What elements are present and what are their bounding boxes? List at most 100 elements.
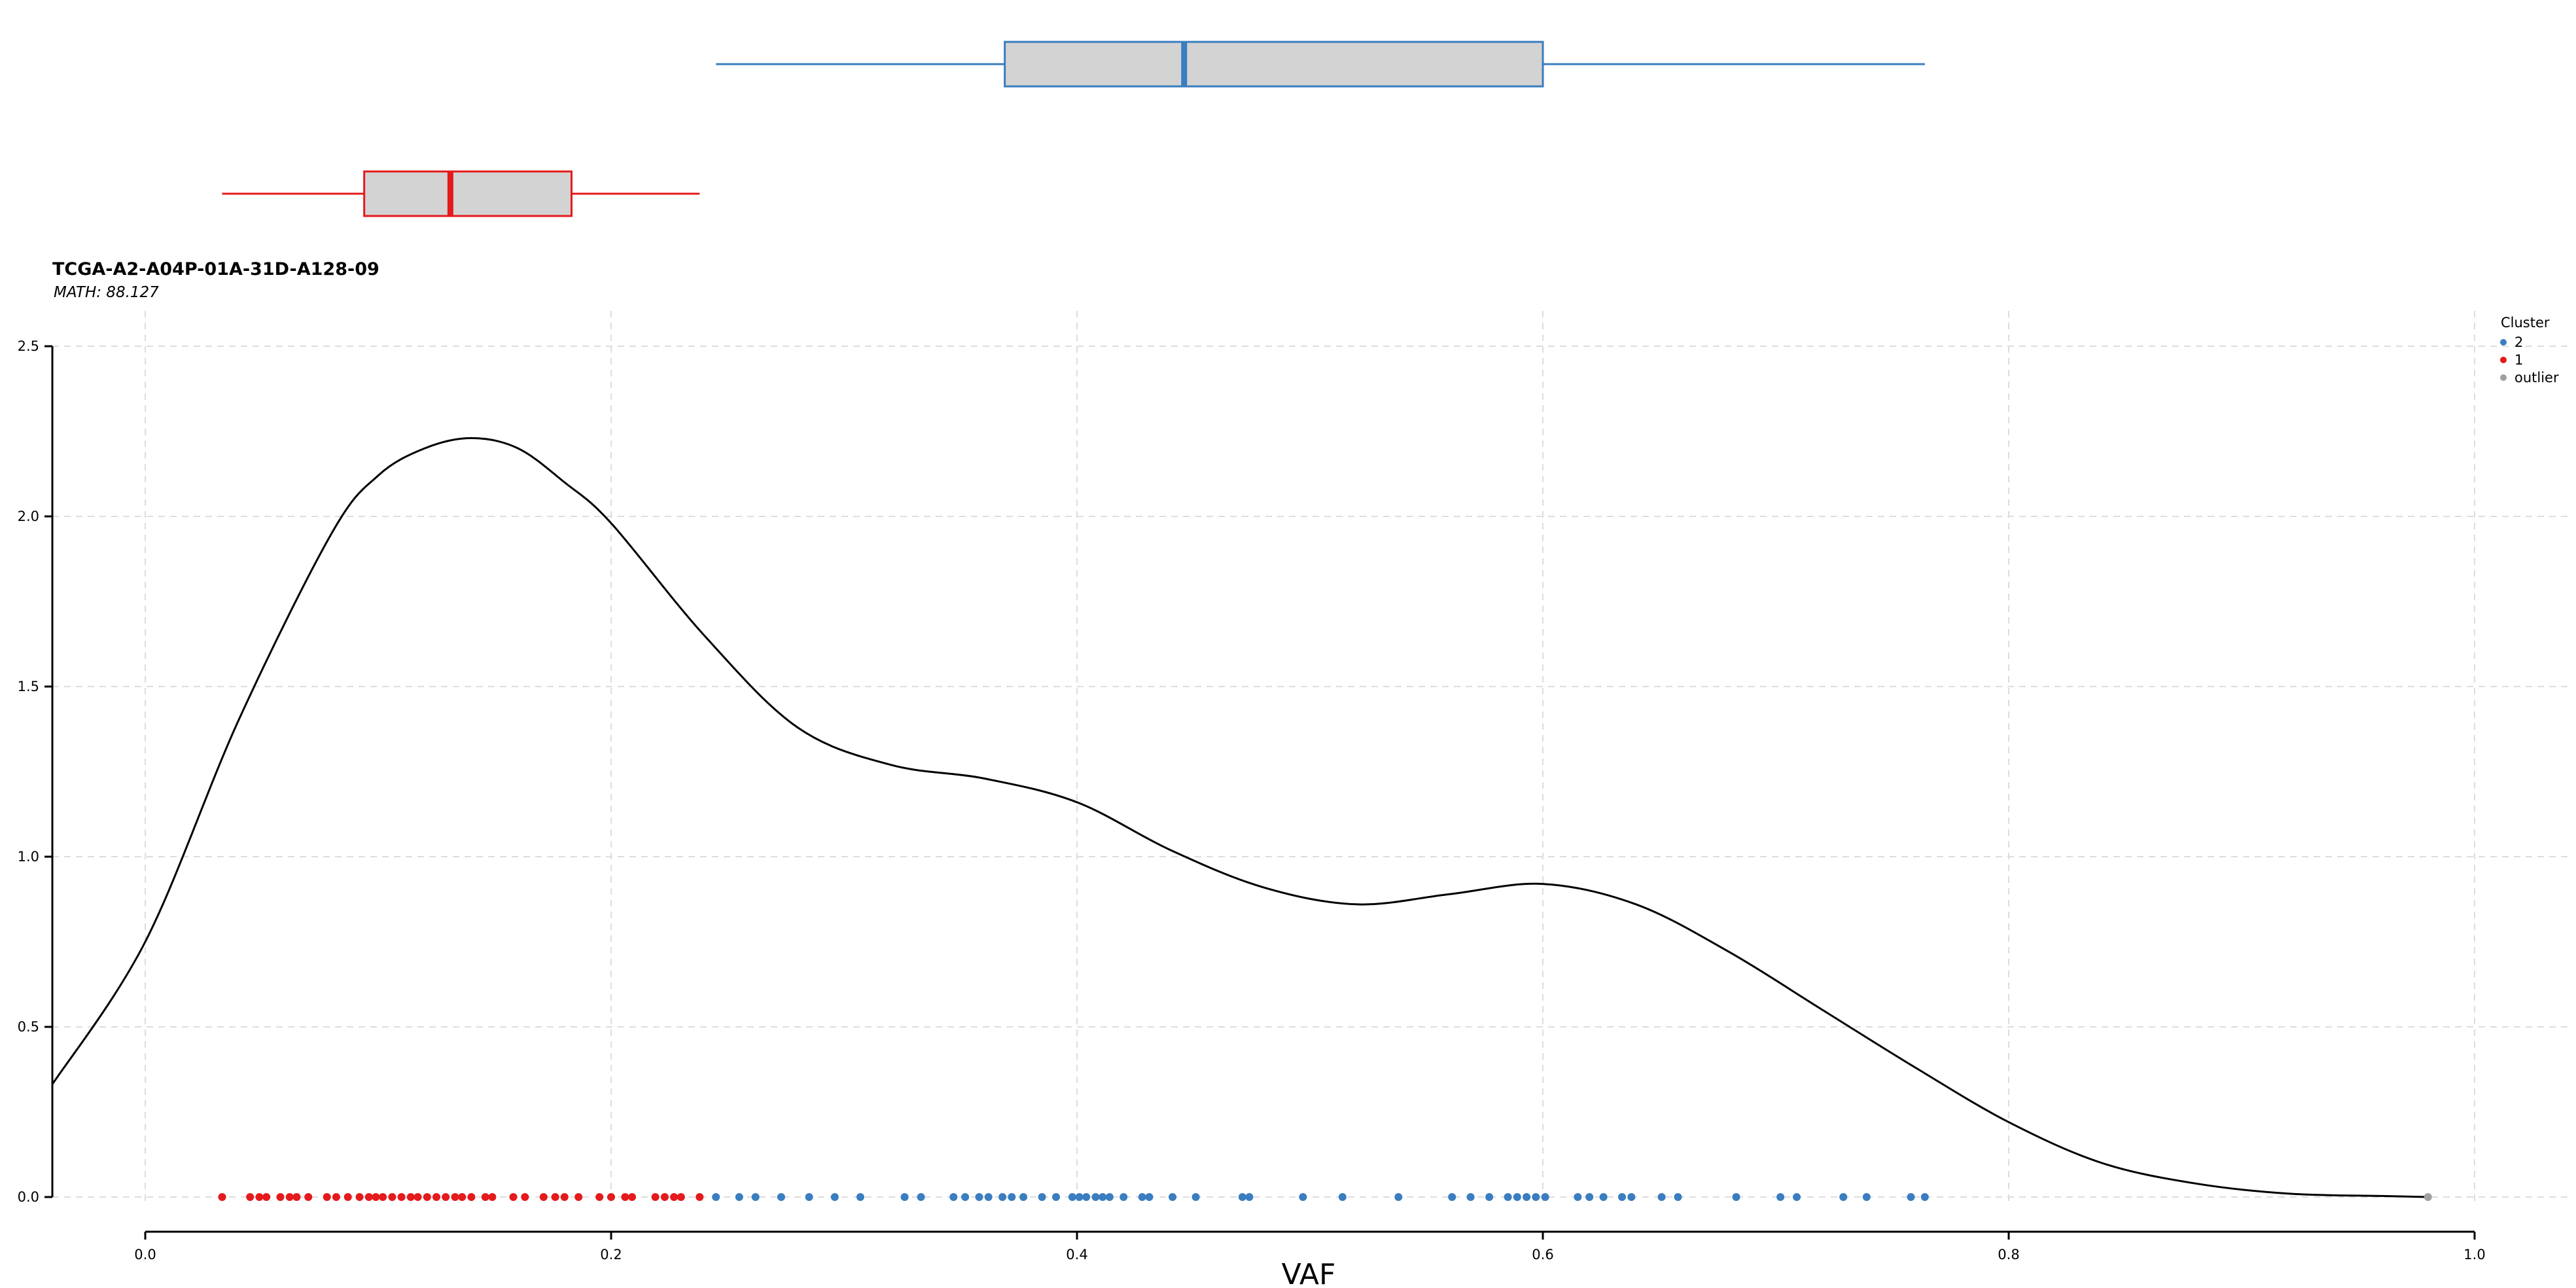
vaf-point-cluster-1 bbox=[255, 1193, 264, 1201]
vaf-point-cluster-2 bbox=[961, 1193, 970, 1201]
vaf-point-cluster-2 bbox=[1523, 1193, 1531, 1201]
vaf-point-cluster-2 bbox=[998, 1193, 1007, 1201]
vaf-point-cluster-2 bbox=[1191, 1193, 1200, 1201]
vaf-point-cluster-2 bbox=[1599, 1193, 1608, 1201]
boxplot-cluster-2 bbox=[716, 41, 1925, 88]
vaf-point-cluster-1 bbox=[372, 1193, 380, 1201]
vaf-point-cluster-1 bbox=[574, 1193, 583, 1201]
vaf-point-cluster-2 bbox=[751, 1193, 760, 1201]
vaf-point-cluster-1 bbox=[458, 1193, 467, 1201]
vaf-point-cluster-2 bbox=[1394, 1193, 1403, 1201]
vaf-point-cluster-1 bbox=[332, 1193, 340, 1201]
vaf-point-cluster-1 bbox=[595, 1193, 604, 1201]
vaf-point-cluster-2 bbox=[984, 1193, 993, 1201]
boxplot-box bbox=[363, 170, 573, 217]
legend-marker bbox=[2500, 357, 2507, 363]
x-tick-label: 0.6 bbox=[1532, 1247, 1553, 1262]
vaf-point-cluster-2 bbox=[856, 1193, 864, 1201]
vaf-point-cluster-2 bbox=[777, 1193, 785, 1201]
vaf-point-cluster-2 bbox=[1504, 1193, 1512, 1201]
vaf-point-cluster-1 bbox=[551, 1193, 559, 1201]
y-tick-label: 0.0 bbox=[18, 1189, 39, 1205]
vaf-point-cluster-2 bbox=[1839, 1193, 1848, 1201]
vaf-point-cluster-1 bbox=[218, 1193, 226, 1201]
vaf-point-cluster-2 bbox=[1793, 1193, 1801, 1201]
vaf-point-cluster-1 bbox=[670, 1193, 679, 1201]
vaf-point-cluster-2 bbox=[975, 1193, 983, 1201]
vaf-point-cluster-2 bbox=[712, 1193, 720, 1201]
vaf-point-cluster-1 bbox=[406, 1193, 415, 1201]
x-tick-label: 0.0 bbox=[134, 1247, 156, 1262]
vaf-point-cluster-1 bbox=[292, 1193, 301, 1201]
chart-subtitle: MATH: 88.127 bbox=[54, 284, 159, 301]
vaf-point-cluster-1 bbox=[560, 1193, 569, 1201]
vaf-point-cluster-2 bbox=[1485, 1193, 1494, 1201]
vaf-point-cluster-1 bbox=[621, 1193, 629, 1201]
vaf-point-cluster-1 bbox=[262, 1193, 271, 1201]
vaf-point-cluster-2 bbox=[1776, 1193, 1785, 1201]
vaf-point-cluster-1 bbox=[285, 1193, 294, 1201]
vaf-point-cluster-2 bbox=[1038, 1193, 1046, 1201]
vaf-point-cluster-1 bbox=[246, 1193, 255, 1201]
legend-entries: 2 1 outlier bbox=[2500, 334, 2559, 385]
vaf-point-cluster-outlier bbox=[2424, 1193, 2432, 1201]
vaf-point-cluster-1 bbox=[379, 1193, 387, 1201]
vaf-point-cluster-1 bbox=[451, 1193, 459, 1201]
vaf-point-cluster-2 bbox=[1585, 1193, 1594, 1201]
vaf-point-cluster-1 bbox=[509, 1193, 518, 1201]
vaf-point-cluster-1 bbox=[539, 1193, 548, 1201]
vaf-point-cluster-2 bbox=[1907, 1193, 1915, 1201]
vaf-point-cluster-2 bbox=[1920, 1193, 1929, 1201]
x-axis-label: VAF bbox=[1282, 1258, 1336, 1288]
grid-lines bbox=[52, 311, 2568, 1204]
vaf-point-cluster-1 bbox=[488, 1193, 497, 1201]
axes: 0.0 0.5 1.0 1.5 2.0 2.5 0.0 0.2 0.4 0.6 0.8 1.0 bbox=[18, 338, 2486, 1262]
vaf-point-cluster-2 bbox=[1627, 1193, 1636, 1201]
vaf-point-cluster-2 bbox=[1138, 1193, 1146, 1201]
vaf-point-cluster-2 bbox=[830, 1193, 839, 1201]
boxplot-box bbox=[1004, 41, 1544, 88]
vaf-point-cluster-1 bbox=[696, 1193, 704, 1201]
vaf-point-cluster-2 bbox=[1299, 1193, 1307, 1201]
vaf-point-cluster-1 bbox=[388, 1193, 397, 1201]
vaf-point-cluster-2 bbox=[805, 1193, 813, 1201]
vaf-point-cluster-2 bbox=[1541, 1193, 1549, 1201]
vaf-point-cluster-2 bbox=[1169, 1193, 1176, 1201]
vaf-point-cluster-2 bbox=[1448, 1193, 1456, 1201]
vaf-point-cluster-2 bbox=[1008, 1193, 1016, 1201]
vaf-point-cluster-1 bbox=[651, 1193, 660, 1201]
vaf-point-cluster-2 bbox=[1145, 1193, 1154, 1201]
vaf-point-cluster-1 bbox=[276, 1193, 285, 1201]
vaf-points bbox=[218, 1193, 2432, 1201]
vaf-point-cluster-1 bbox=[628, 1193, 636, 1201]
x-tick-label: 0.2 bbox=[600, 1247, 622, 1262]
vaf-point-cluster-2 bbox=[1618, 1193, 1626, 1201]
legend: Cluster 2 1 outlier bbox=[2500, 315, 2559, 385]
vaf-point-cluster-1 bbox=[467, 1193, 476, 1201]
boxplot-cluster-1 bbox=[222, 170, 700, 217]
vaf-point-cluster-2 bbox=[917, 1193, 925, 1201]
vaf-point-cluster-2 bbox=[1466, 1193, 1475, 1201]
vaf-point-cluster-1 bbox=[397, 1193, 406, 1201]
vaf-point-cluster-2 bbox=[1099, 1193, 1107, 1201]
vaf-point-cluster-2 bbox=[1674, 1193, 1682, 1201]
vaf-point-cluster-1 bbox=[364, 1193, 373, 1201]
vaf-point-cluster-1 bbox=[607, 1193, 615, 1201]
legend-title: Cluster bbox=[2501, 315, 2550, 331]
legend-marker bbox=[2500, 339, 2507, 346]
x-tick-label: 0.8 bbox=[1998, 1247, 2019, 1262]
vaf-point-cluster-1 bbox=[304, 1193, 313, 1201]
legend-label: outlier bbox=[2514, 370, 2559, 385]
vaf-point-cluster-2 bbox=[1732, 1193, 1740, 1201]
vaf-point-cluster-2 bbox=[1532, 1193, 1540, 1201]
vaf-point-cluster-1 bbox=[355, 1193, 364, 1201]
vaf-point-cluster-1 bbox=[323, 1193, 331, 1201]
vaf-point-cluster-2 bbox=[1091, 1193, 1100, 1201]
y-tick-label: 1.5 bbox=[18, 679, 39, 694]
vaf-point-cluster-2 bbox=[1862, 1193, 1871, 1201]
vaf-point-cluster-2 bbox=[1245, 1193, 1254, 1201]
vaf-point-cluster-2 bbox=[949, 1193, 958, 1201]
vaf-point-cluster-2 bbox=[1120, 1193, 1128, 1201]
vaf-point-cluster-1 bbox=[442, 1193, 450, 1201]
vaf-point-cluster-2 bbox=[1238, 1193, 1246, 1201]
